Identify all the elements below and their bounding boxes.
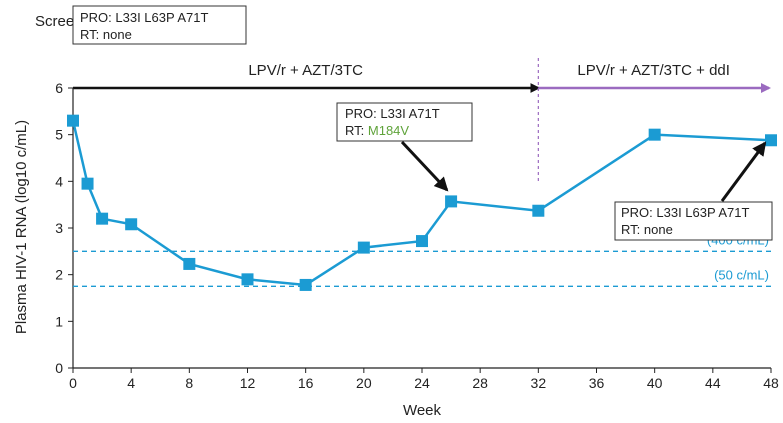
data-point: [765, 134, 777, 147]
week48-annotation-line1: PRO: L33I L63P A71T: [621, 205, 749, 220]
y-tick-label: 3: [55, 220, 63, 236]
y-axis-title: Plasma HIV-1 RNA (log10 c/mL): [13, 120, 30, 334]
screen-label: Screen: [35, 13, 83, 30]
x-axis-title: Week: [403, 402, 442, 419]
screen-annotation-line1: PRO: L33I L63P A71T: [80, 10, 208, 25]
x-tick-label: 4: [127, 375, 135, 391]
data-point: [416, 235, 428, 248]
x-tick-label: 28: [472, 375, 488, 391]
week26-annotation-line2: RT: M184V: [345, 123, 409, 138]
threshold-label-50: (50 c/mL): [714, 267, 769, 282]
x-tick-label: 40: [647, 375, 663, 391]
data-point: [299, 278, 312, 291]
regimen-2-label: LPV/r + AZT/3TC + ddI: [577, 62, 730, 79]
data-point: [648, 128, 661, 141]
screen-annotation-line2: RT: none: [80, 27, 132, 42]
week26-annotation-box: [336, 102, 473, 142]
y-tick-label: 4: [55, 173, 63, 189]
week26-annotation-line1: PRO: L33I A71T: [345, 106, 440, 121]
y-tick-label: 6: [55, 80, 63, 96]
x-tick-label: 12: [240, 375, 256, 391]
regimen-1-label: LPV/r + AZT/3TC: [248, 62, 363, 79]
data-point: [67, 114, 79, 127]
data-point: [125, 218, 138, 231]
x-tick-label: 20: [356, 375, 372, 391]
week26-rt-mutation: M184V: [368, 123, 410, 138]
x-tick-label: 48: [763, 375, 779, 391]
week48-annotation-line2: RT: none: [621, 222, 673, 237]
x-tick-label: 16: [298, 375, 314, 391]
x-tick-label: 0: [69, 375, 77, 391]
data-point: [241, 273, 254, 286]
screen-annotation-box: [72, 5, 247, 45]
week48-pointer-arrow: [720, 141, 767, 202]
y-tick-label: 5: [55, 127, 63, 143]
data-point: [357, 241, 370, 254]
x-tick-label: 8: [185, 375, 193, 391]
data-point: [183, 257, 196, 270]
x-tick-label: 32: [531, 375, 547, 391]
data-point: [445, 195, 458, 208]
y-tick-label: 1: [55, 313, 63, 329]
data-point: [96, 212, 109, 225]
week26-rt-prefix: RT:: [345, 123, 368, 138]
week26-pointer-arrow: [400, 140, 449, 192]
x-tick-label: 36: [589, 375, 605, 391]
data-point: [81, 177, 94, 190]
y-tick-label: 2: [55, 267, 63, 283]
x-tick-label: 24: [414, 375, 430, 391]
y-tick-label: 0: [55, 360, 63, 376]
data-point: [532, 204, 545, 217]
week48-annotation-box: [614, 201, 773, 241]
series-markers: [67, 114, 777, 291]
x-tick-label: 44: [705, 375, 721, 391]
